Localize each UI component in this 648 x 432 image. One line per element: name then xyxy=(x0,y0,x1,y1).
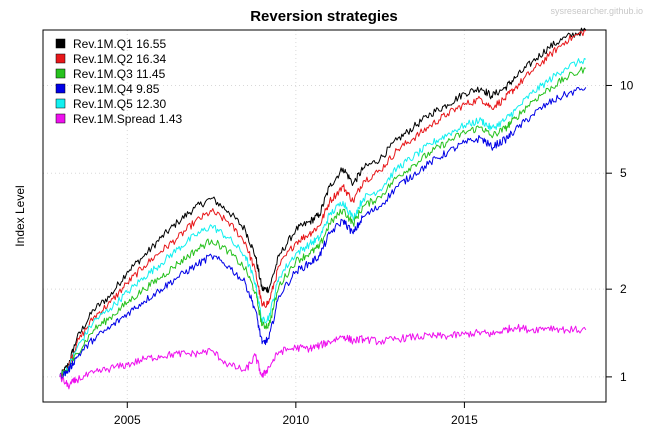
watermark: sysresearcher.github.io xyxy=(550,6,643,16)
series-lines xyxy=(59,27,587,390)
series-line-6 xyxy=(59,323,587,390)
x-tick-label: 2005 xyxy=(114,413,141,427)
legend-swatch xyxy=(55,83,66,94)
chart-title: Reversion strategies xyxy=(250,8,398,25)
y-axis: 1 2 5 10 xyxy=(606,78,634,384)
plot-frame xyxy=(42,29,607,403)
legend-swatch xyxy=(55,38,66,49)
y-tick-label: 2 xyxy=(620,282,627,296)
x-tick-label: 2010 xyxy=(282,413,309,427)
series-line-5 xyxy=(59,87,587,380)
legend-label: Rev.1M.Spread 1.43 xyxy=(73,112,182,126)
legend-label: Rev.1M.Q1 16.55 xyxy=(73,37,166,51)
x-axis: 2005 2010 2015 xyxy=(114,402,478,427)
y-tick-label: 1 xyxy=(620,370,627,384)
series-line-4 xyxy=(59,66,586,378)
legend-swatch xyxy=(55,98,66,109)
series-line-3 xyxy=(59,58,587,378)
x-tick-label: 2015 xyxy=(451,413,478,427)
legend-swatch xyxy=(55,113,66,124)
legend-label: Rev.1M.Q2 16.34 xyxy=(73,52,166,66)
legend-label: Rev.1M.Q4 9.85 xyxy=(73,82,160,96)
y-tick-label: 10 xyxy=(620,78,634,92)
legend-swatch xyxy=(55,53,66,64)
legend-swatch xyxy=(55,68,66,79)
legend-label: Rev.1M.Q5 12.30 xyxy=(73,97,166,111)
legend-label: Rev.1M.Q3 11.45 xyxy=(73,67,166,81)
y-axis-label: Index Level xyxy=(13,185,27,246)
series-line-1 xyxy=(59,27,587,378)
y-tick-label: 5 xyxy=(620,166,627,180)
series-line-2 xyxy=(59,29,586,378)
